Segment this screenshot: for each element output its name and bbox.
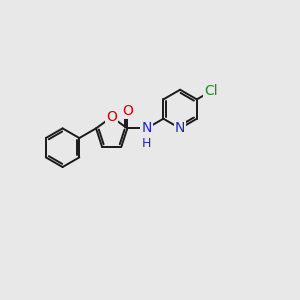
Text: Cl: Cl: [204, 84, 218, 98]
Text: N: N: [175, 122, 185, 135]
Text: H: H: [142, 137, 151, 150]
Text: N: N: [142, 122, 152, 135]
Text: O: O: [106, 110, 117, 124]
Text: O: O: [122, 104, 133, 118]
